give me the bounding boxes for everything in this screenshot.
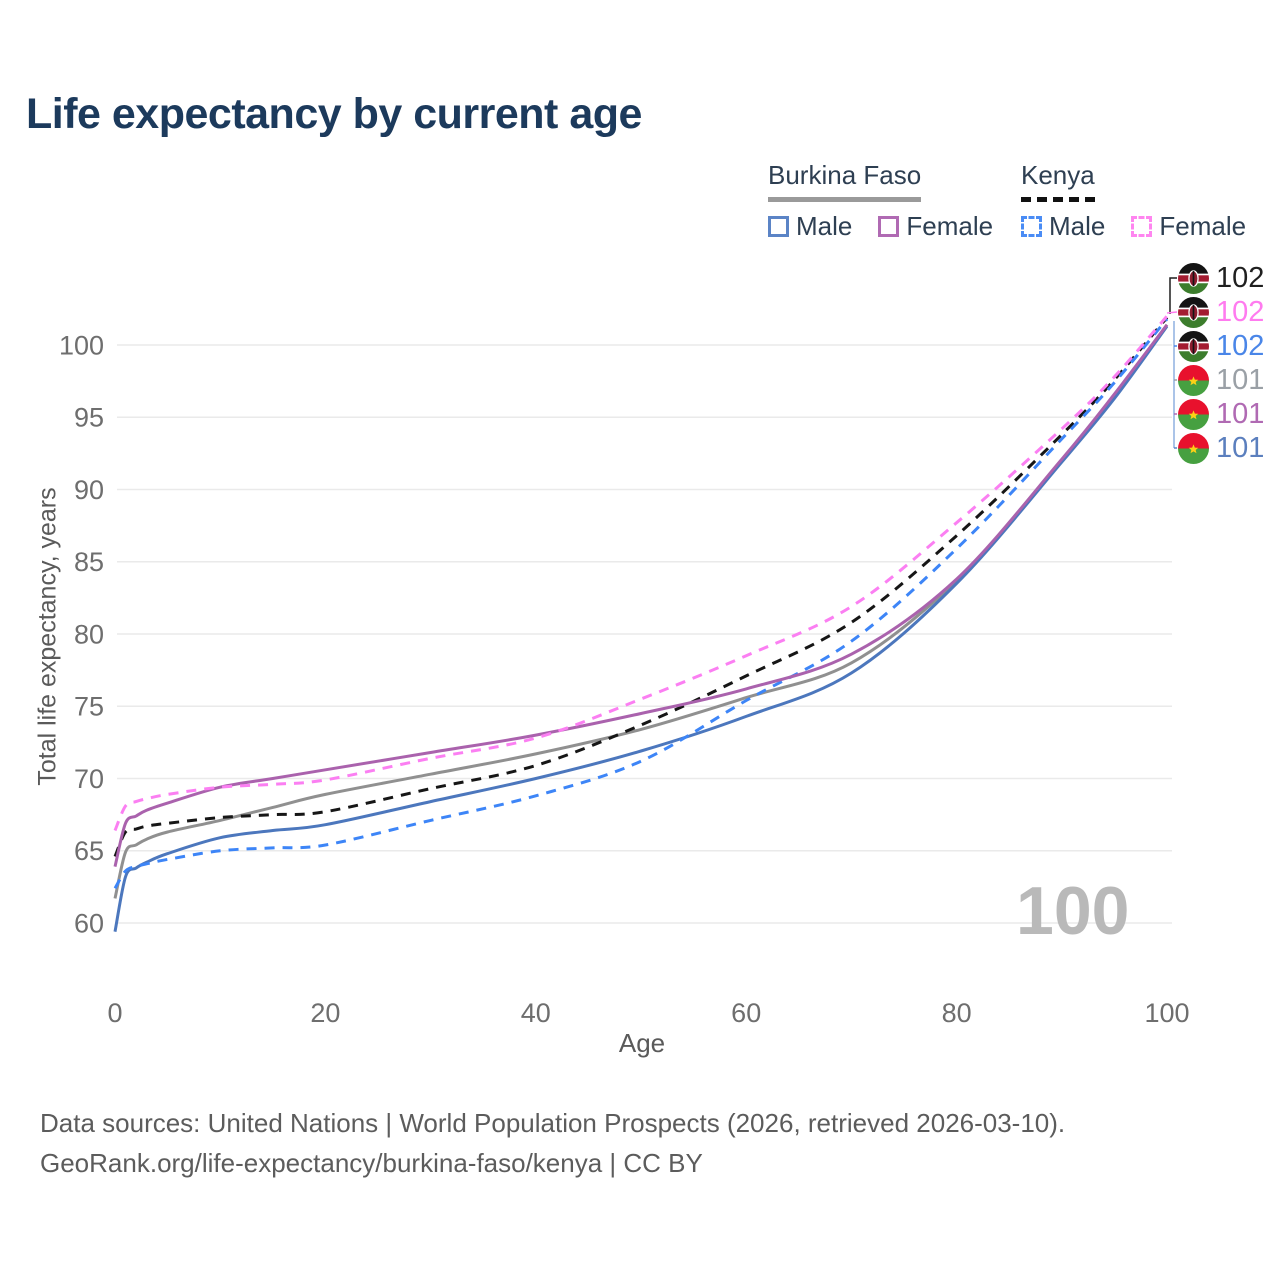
legend-group-burkina-faso: Burkina Faso Male Female (768, 160, 993, 242)
series-line-kenya-both[interactable] (113, 316, 1169, 858)
legend-item-burkina-faso-female[interactable]: Female (878, 211, 993, 242)
kenya-flag-icon (1178, 330, 1209, 362)
x-tick-label: 20 (310, 998, 340, 1028)
y-tick-label: 90 (74, 475, 104, 505)
y-axis-title: Total life expectancy, years (33, 487, 62, 786)
y-tick-label: 60 (74, 908, 104, 938)
series-line-burkina-faso-male[interactable] (113, 325, 1169, 932)
legend-swatch-burkina-faso-female (878, 216, 900, 237)
x-axis-title: Age (618, 1028, 666, 1058)
end-label-leader-lines (1166, 277, 1178, 449)
legend-label-burkina-faso-male: Male (796, 211, 853, 241)
y-tick-label: 65 (74, 836, 104, 866)
gridlines (117, 344, 1172, 924)
footer-attribution: GeoRank.org/life-expectancy/burkina-faso… (40, 1148, 703, 1178)
legend-country-kenya[interactable]: Kenya (1021, 160, 1095, 202)
y-tick-label: 100 (59, 330, 104, 360)
footer-data-sources: Data sources: United Nations | World Pop… (40, 1108, 1066, 1138)
legend-label-kenya-male: Male (1049, 211, 1106, 241)
legend-label-burkina-faso-female: Female (906, 211, 994, 241)
burkina-faso-flag-icon (1178, 432, 1209, 464)
end-label-row: 102 (1178, 329, 1264, 363)
y-tick-label: 70 (74, 764, 104, 794)
x-tick-label: 100 (1144, 998, 1189, 1028)
legend-label-kenya-female: Female (1159, 211, 1247, 241)
series-line-kenya-male[interactable] (113, 318, 1169, 890)
kenya-flag-icon (1178, 262, 1209, 294)
end-label-row: 101 (1178, 363, 1264, 397)
end-label-row: 101 (1178, 431, 1264, 465)
legend-swatch-burkina-faso-male (768, 216, 789, 237)
end-label-value: 102 (1216, 329, 1265, 362)
end-label-value: 101 (1216, 397, 1265, 430)
legend-item-kenya-female[interactable]: Female (1131, 211, 1246, 242)
end-label-row: 101 (1178, 397, 1264, 431)
series-line-burkina-faso-female[interactable] (113, 323, 1169, 868)
x-tick-label: 0 (107, 998, 122, 1028)
series-end-labels: 102 102 102 101 101 101 (1178, 261, 1264, 465)
legend-country-burkina-faso[interactable]: Burkina Faso (768, 160, 922, 202)
legend-group-kenya: Kenya Male Female (1021, 160, 1246, 242)
legend-item-kenya-male[interactable]: Male (1021, 211, 1105, 242)
y-tick-label: 95 (74, 403, 104, 433)
y-tick-label: 85 (74, 547, 104, 577)
y-tick-label: 80 (74, 619, 104, 649)
legend-item-burkina-faso-male[interactable]: Male (768, 211, 852, 242)
chart-title: Life expectancy by current age (26, 90, 642, 138)
series-lines (113, 315, 1169, 932)
hovered-age-watermark: 100 (1016, 873, 1130, 949)
series-line-kenya-female[interactable] (113, 315, 1169, 832)
end-label-value: 101 (1216, 363, 1265, 396)
legend-swatch-kenya-male (1021, 216, 1042, 237)
end-label-value: 101 (1216, 431, 1265, 464)
end-label-value: 102 (1216, 295, 1265, 328)
end-label-row: 102 (1178, 261, 1264, 295)
x-tick-label: 80 (942, 998, 972, 1028)
axis-tick-labels: 60 65 70 75 80 85 90 95 100 0 20 40 60 80 100 (59, 330, 1190, 1028)
burkina-faso-flag-icon (1178, 364, 1209, 396)
series-line-burkina-faso-both[interactable] (113, 323, 1169, 899)
legend-swatch-kenya-female (1131, 216, 1153, 237)
end-label-row: 102 (1178, 295, 1264, 329)
x-tick-label: 40 (521, 998, 551, 1028)
x-tick-label: 60 (731, 998, 761, 1028)
end-label-value: 102 (1216, 261, 1265, 294)
y-tick-label: 75 (74, 692, 104, 722)
burkina-faso-flag-icon (1178, 398, 1209, 430)
kenya-flag-icon (1178, 296, 1209, 328)
